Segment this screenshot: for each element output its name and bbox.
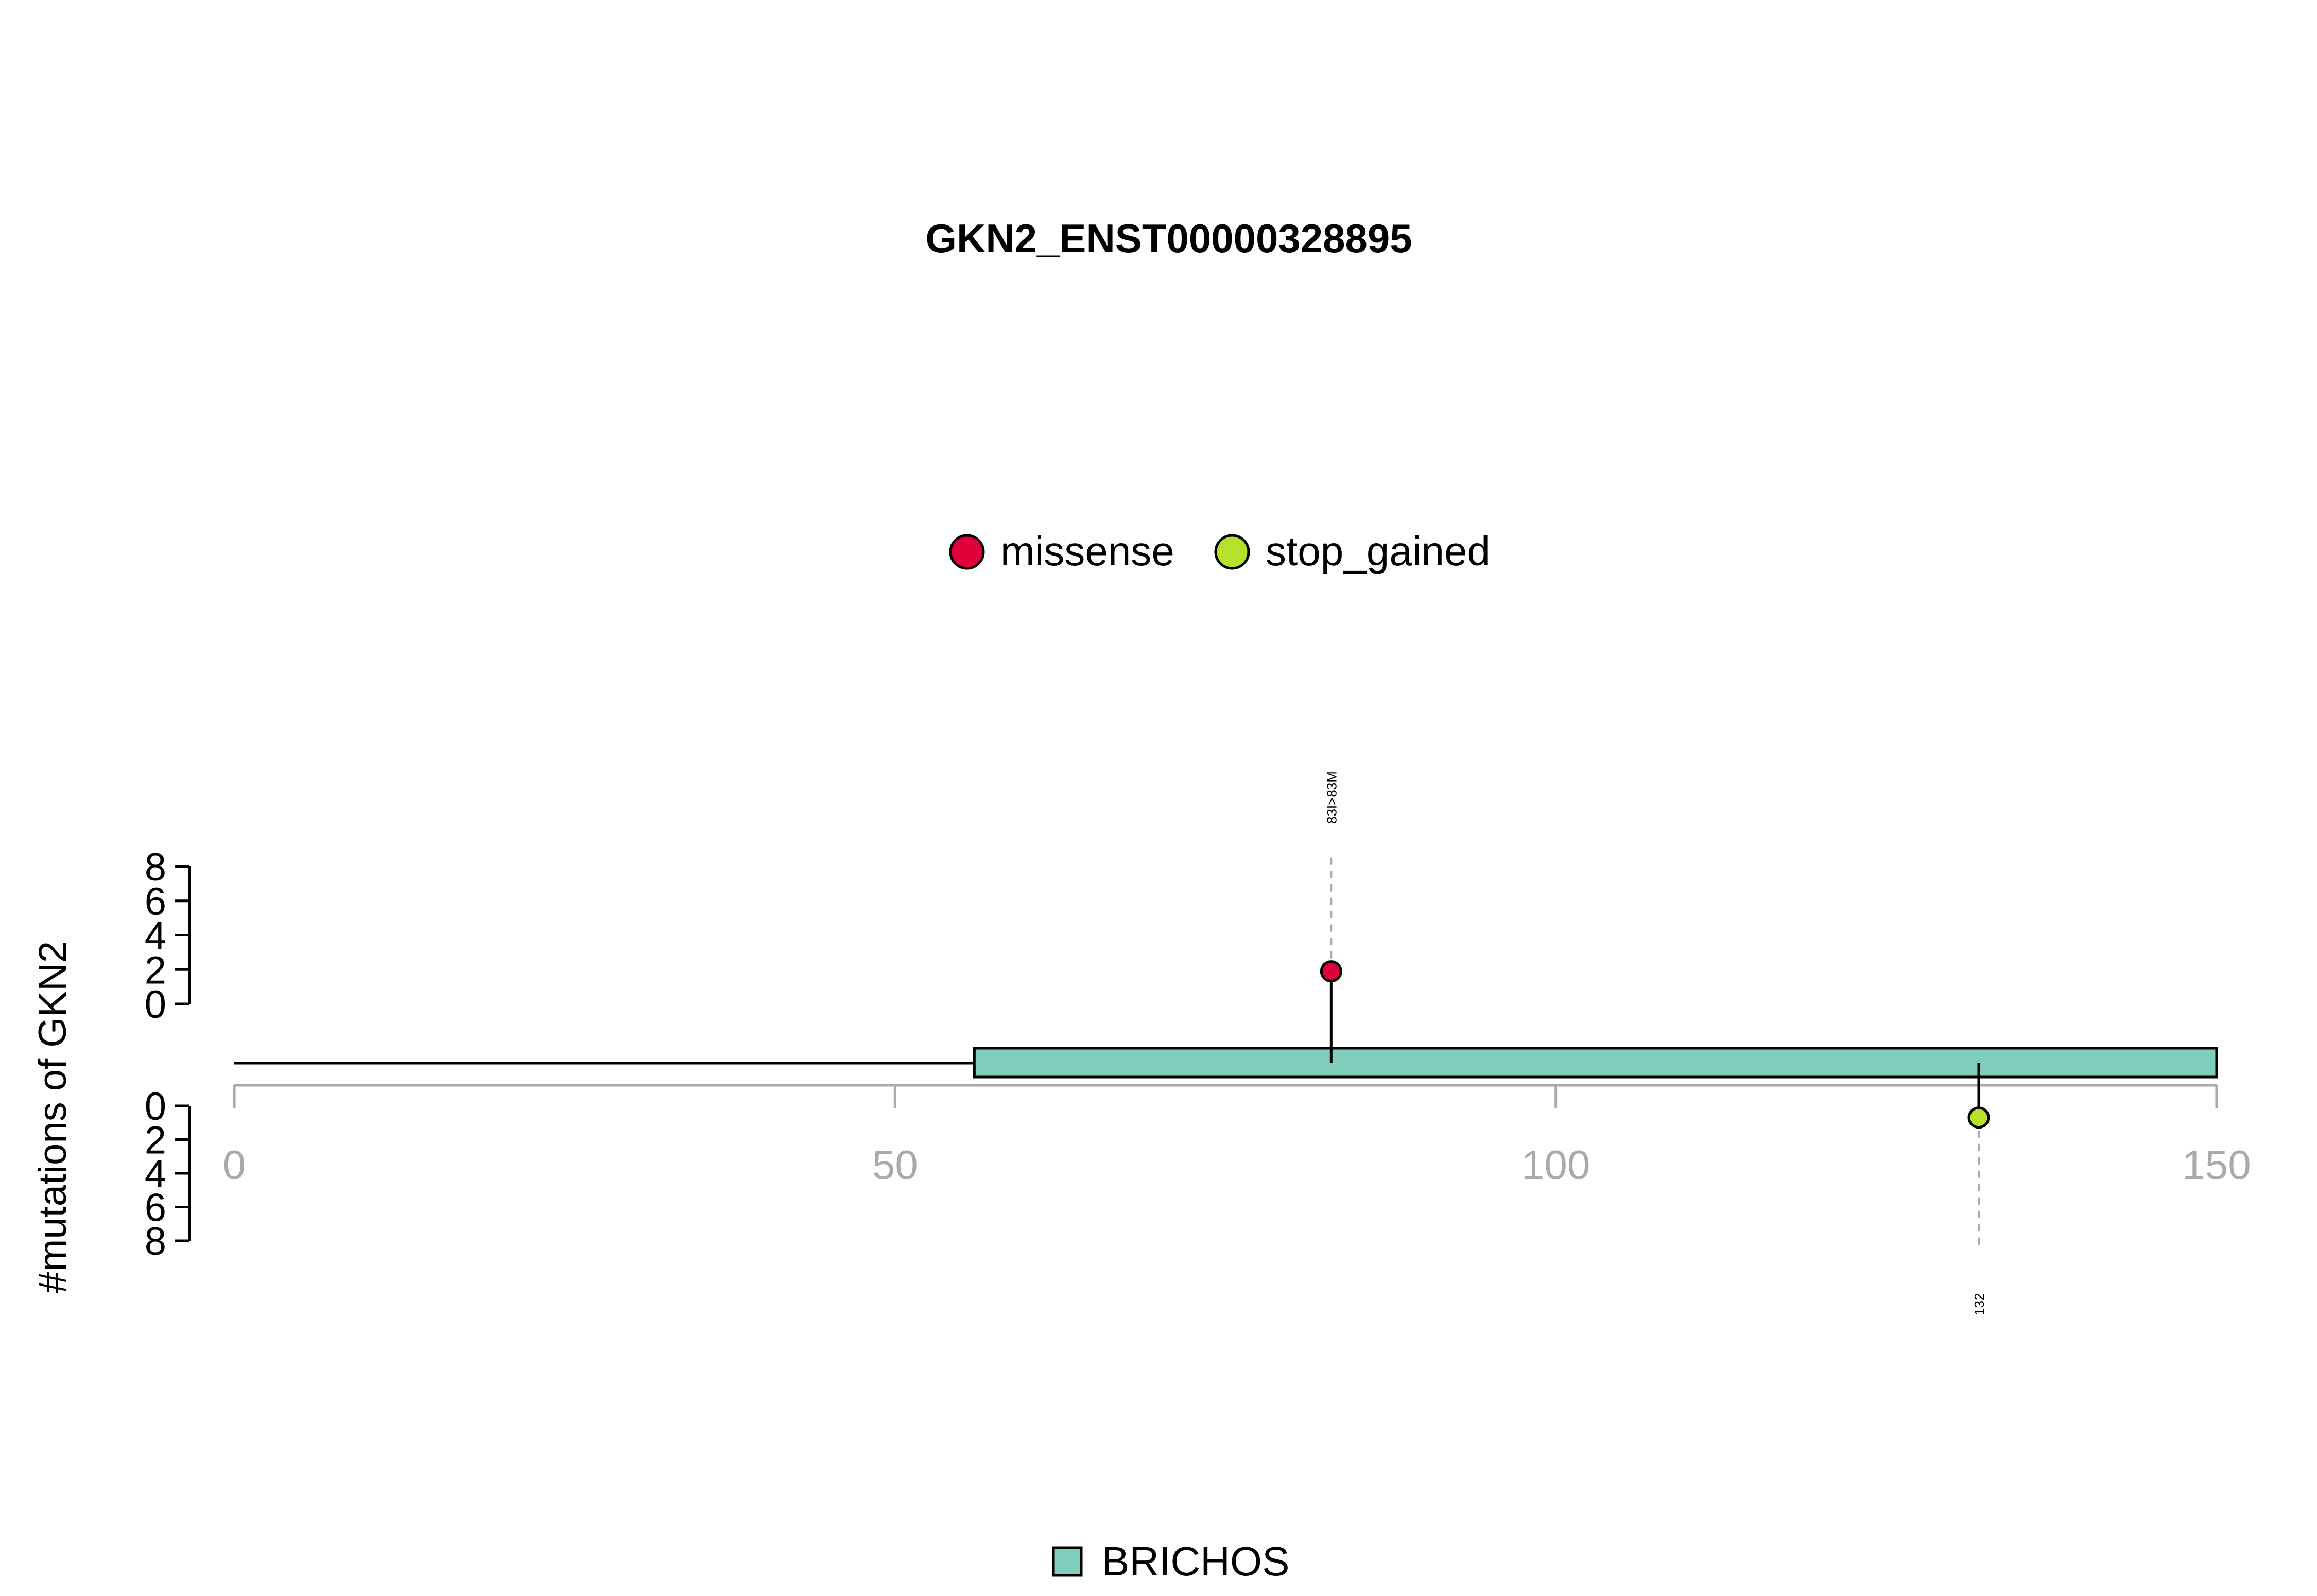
x-axis: 0 50 100 150 [223, 1084, 2251, 1188]
y-upper-tick-label: 0 [145, 983, 166, 1027]
y-axis-label: #mutations of GKN2 [31, 941, 75, 1293]
mutation-label: 132 [1972, 1293, 1987, 1315]
mutation-point [1320, 960, 1342, 983]
x-tick-label: 150 [2182, 1142, 2251, 1188]
legend-label-stop_gained: stop_gained [1266, 528, 1490, 574]
y-lower-tick-label: 2 [145, 1119, 166, 1163]
y-upper-tick-label: 6 [145, 880, 166, 924]
legend-marker-BRICHOS [1052, 1546, 1083, 1577]
legend-marker-stop_gained [1214, 534, 1250, 570]
y-upper-tick-label: 2 [145, 948, 166, 992]
domain-BRICHOS [973, 1047, 2218, 1079]
y-lower-tick-label: 0 [145, 1085, 166, 1129]
x-tick-label: 50 [872, 1142, 918, 1188]
y-lower-tick-label: 6 [145, 1186, 166, 1230]
legend-label-BRICHOS: BRICHOS [1102, 1538, 1290, 1584]
legend-marker-missense [949, 534, 985, 570]
y-lower-tick-label: 8 [145, 1220, 166, 1263]
x-tick-label: 100 [1521, 1142, 1590, 1188]
mutation-point [1967, 1106, 1990, 1129]
domain-legend: BRICHOS [1052, 1538, 1290, 1584]
mutation-legend: missense stop_gained [949, 528, 1490, 574]
legend-label-missense: missense [1000, 528, 1174, 574]
y-upper-tick-label: 8 [145, 845, 166, 889]
x-tick-label: 0 [223, 1142, 246, 1188]
chart-title: GKN2_ENST00000328895 [925, 216, 1412, 261]
mutations: 83I>83M 132 [1320, 771, 1990, 1315]
mutation-label: 83I>83M [1324, 771, 1339, 824]
y-upper-tick-label: 4 [145, 914, 166, 958]
domains [973, 1047, 2218, 1079]
y-lower-tick-label: 4 [145, 1152, 166, 1196]
